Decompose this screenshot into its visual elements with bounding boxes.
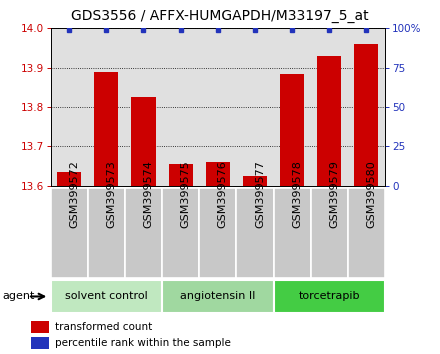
Bar [311, 28, 348, 186]
Bar [348, 188, 385, 278]
Bar [206, 162, 230, 186]
Bar [125, 188, 162, 278]
Bar [132, 97, 156, 186]
Bar [125, 28, 162, 186]
Bar [236, 28, 274, 186]
Text: GSM399579: GSM399579 [329, 160, 339, 228]
Text: percentile rank within the sample: percentile rank within the sample [55, 338, 231, 348]
Bar [88, 28, 125, 186]
Text: GSM399577: GSM399577 [255, 160, 265, 228]
Bar [94, 72, 118, 186]
Bar [199, 188, 236, 278]
Bar [274, 188, 311, 278]
Text: agent: agent [2, 291, 35, 302]
Text: GSM399573: GSM399573 [106, 160, 116, 228]
Text: GDS3556 / AFFX-HUMGAPDH/M33197_5_at: GDS3556 / AFFX-HUMGAPDH/M33197_5_at [71, 9, 369, 23]
Bar [57, 172, 81, 186]
Bar [274, 280, 385, 313]
Text: solvent control: solvent control [65, 291, 148, 302]
Text: angiotensin II: angiotensin II [180, 291, 256, 302]
Bar [311, 188, 348, 278]
Text: GSM399572: GSM399572 [69, 160, 79, 228]
Bar [354, 44, 378, 186]
Bar [162, 280, 274, 313]
Bar [243, 176, 267, 186]
Bar [31, 337, 48, 349]
Bar [274, 28, 311, 186]
Text: torcetrapib: torcetrapib [298, 291, 360, 302]
Bar [162, 188, 199, 278]
Text: GSM399575: GSM399575 [181, 160, 191, 228]
Bar [317, 56, 341, 186]
Bar [31, 321, 48, 333]
Text: GSM399576: GSM399576 [218, 160, 228, 228]
Text: transformed count: transformed count [55, 322, 152, 332]
Bar [236, 188, 274, 278]
Bar [169, 164, 193, 186]
Bar [51, 280, 162, 313]
Text: GSM399574: GSM399574 [143, 160, 154, 228]
Bar [162, 28, 199, 186]
Bar [348, 28, 385, 186]
Bar [280, 74, 304, 186]
Text: GSM399580: GSM399580 [367, 160, 377, 228]
Bar [51, 188, 88, 278]
Bar [88, 188, 125, 278]
Bar [51, 28, 88, 186]
Text: GSM399578: GSM399578 [292, 160, 302, 228]
Bar [199, 28, 236, 186]
